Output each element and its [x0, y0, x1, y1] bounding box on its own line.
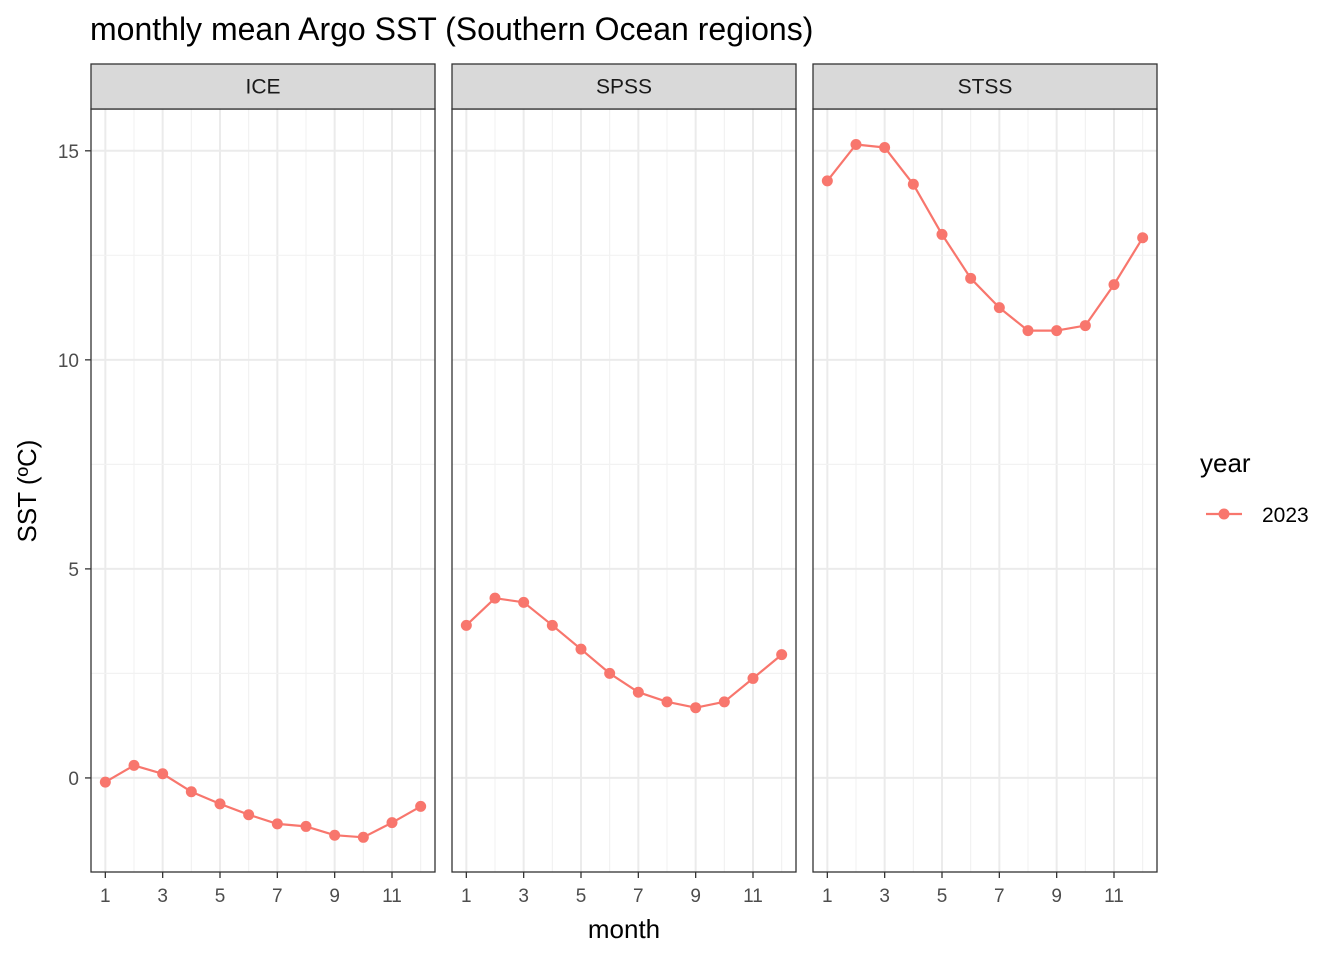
data-point [776, 649, 788, 661]
data-point [1051, 325, 1063, 337]
y-tick-label: 15 [58, 142, 79, 163]
data-point [879, 141, 891, 153]
data-point [850, 139, 862, 151]
data-point [632, 686, 644, 698]
y-tick-label: 5 [68, 560, 79, 581]
data-point [1079, 320, 1091, 332]
data-point [907, 178, 919, 190]
data-point [690, 702, 702, 714]
data-point [489, 592, 501, 604]
x-tick-label: 5 [937, 886, 948, 907]
data-point [518, 596, 530, 608]
x-tick-label: 1 [461, 886, 472, 907]
x-tick-label: 7 [272, 886, 283, 907]
data-point [214, 798, 226, 810]
panel-spss: SPSS [451, 63, 797, 873]
y-tick-label: 10 [58, 351, 79, 372]
facet-strip [90, 63, 436, 110]
x-axis-title: month [588, 914, 660, 944]
data-point [965, 272, 977, 284]
y-axis-title: SST (ºC) [12, 440, 42, 543]
legend-title: year [1200, 448, 1251, 478]
x-tick-label: 5 [576, 886, 587, 907]
chart-title: monthly mean Argo SST (Southern Ocean re… [90, 11, 813, 47]
x-tick-label: 1 [822, 886, 833, 907]
data-point [821, 175, 833, 187]
data-point [993, 302, 1005, 314]
data-point [1137, 232, 1149, 244]
facet-strip-label: ICE [245, 76, 280, 99]
data-point [1022, 325, 1034, 337]
panel-background [452, 109, 796, 872]
facet-strip-label: STSS [958, 76, 1013, 99]
x-axis: 1 3 5 7 9 11 1 3 5 7 9 11 1 3 5 7 9 11 [100, 872, 1124, 907]
x-tick-label: 7 [633, 886, 644, 907]
data-point [271, 818, 283, 830]
data-point [386, 817, 398, 829]
data-point [661, 696, 673, 708]
facet-panels: ICE SPSS STSS [90, 63, 1158, 873]
panel-background [813, 109, 1157, 872]
data-point [546, 619, 558, 631]
data-point [300, 820, 312, 832]
x-tick-label: 3 [157, 886, 168, 907]
facet-strip-label: SPSS [596, 76, 652, 99]
data-point [415, 800, 427, 812]
y-tick-label: 0 [68, 769, 79, 790]
x-tick-label: 11 [743, 886, 763, 907]
data-point [575, 643, 587, 655]
legend: year 2023 [1200, 448, 1309, 527]
facet-strip [812, 63, 1158, 110]
data-point [718, 696, 730, 708]
x-tick-label: 3 [879, 886, 890, 907]
y-axis: 0 5 10 15 [58, 142, 91, 790]
legend-label-2023: 2023 [1262, 504, 1309, 527]
data-point [604, 667, 616, 679]
panel-background [91, 109, 435, 872]
panel-stss: STSS [812, 63, 1158, 873]
panel-ice: ICE [90, 63, 436, 873]
data-point [329, 829, 341, 841]
data-point [936, 228, 948, 240]
x-tick-label: 11 [382, 886, 402, 907]
data-point [185, 786, 197, 798]
x-tick-label: 9 [1051, 886, 1062, 907]
x-tick-label: 9 [690, 886, 701, 907]
x-tick-label: 3 [518, 886, 529, 907]
x-tick-label: 11 [1104, 886, 1124, 907]
x-tick-label: 5 [215, 886, 226, 907]
data-point [243, 809, 255, 821]
x-tick-label: 9 [329, 886, 340, 907]
data-point [747, 672, 759, 684]
data-point [99, 776, 111, 788]
data-point [157, 768, 169, 780]
x-tick-label: 7 [994, 886, 1005, 907]
data-point [128, 759, 140, 771]
x-tick-label: 1 [100, 886, 111, 907]
facet-strip [451, 63, 797, 110]
data-point [357, 831, 369, 843]
data-point [1108, 279, 1120, 291]
legend-key-point [1218, 508, 1230, 520]
data-point [460, 619, 472, 631]
